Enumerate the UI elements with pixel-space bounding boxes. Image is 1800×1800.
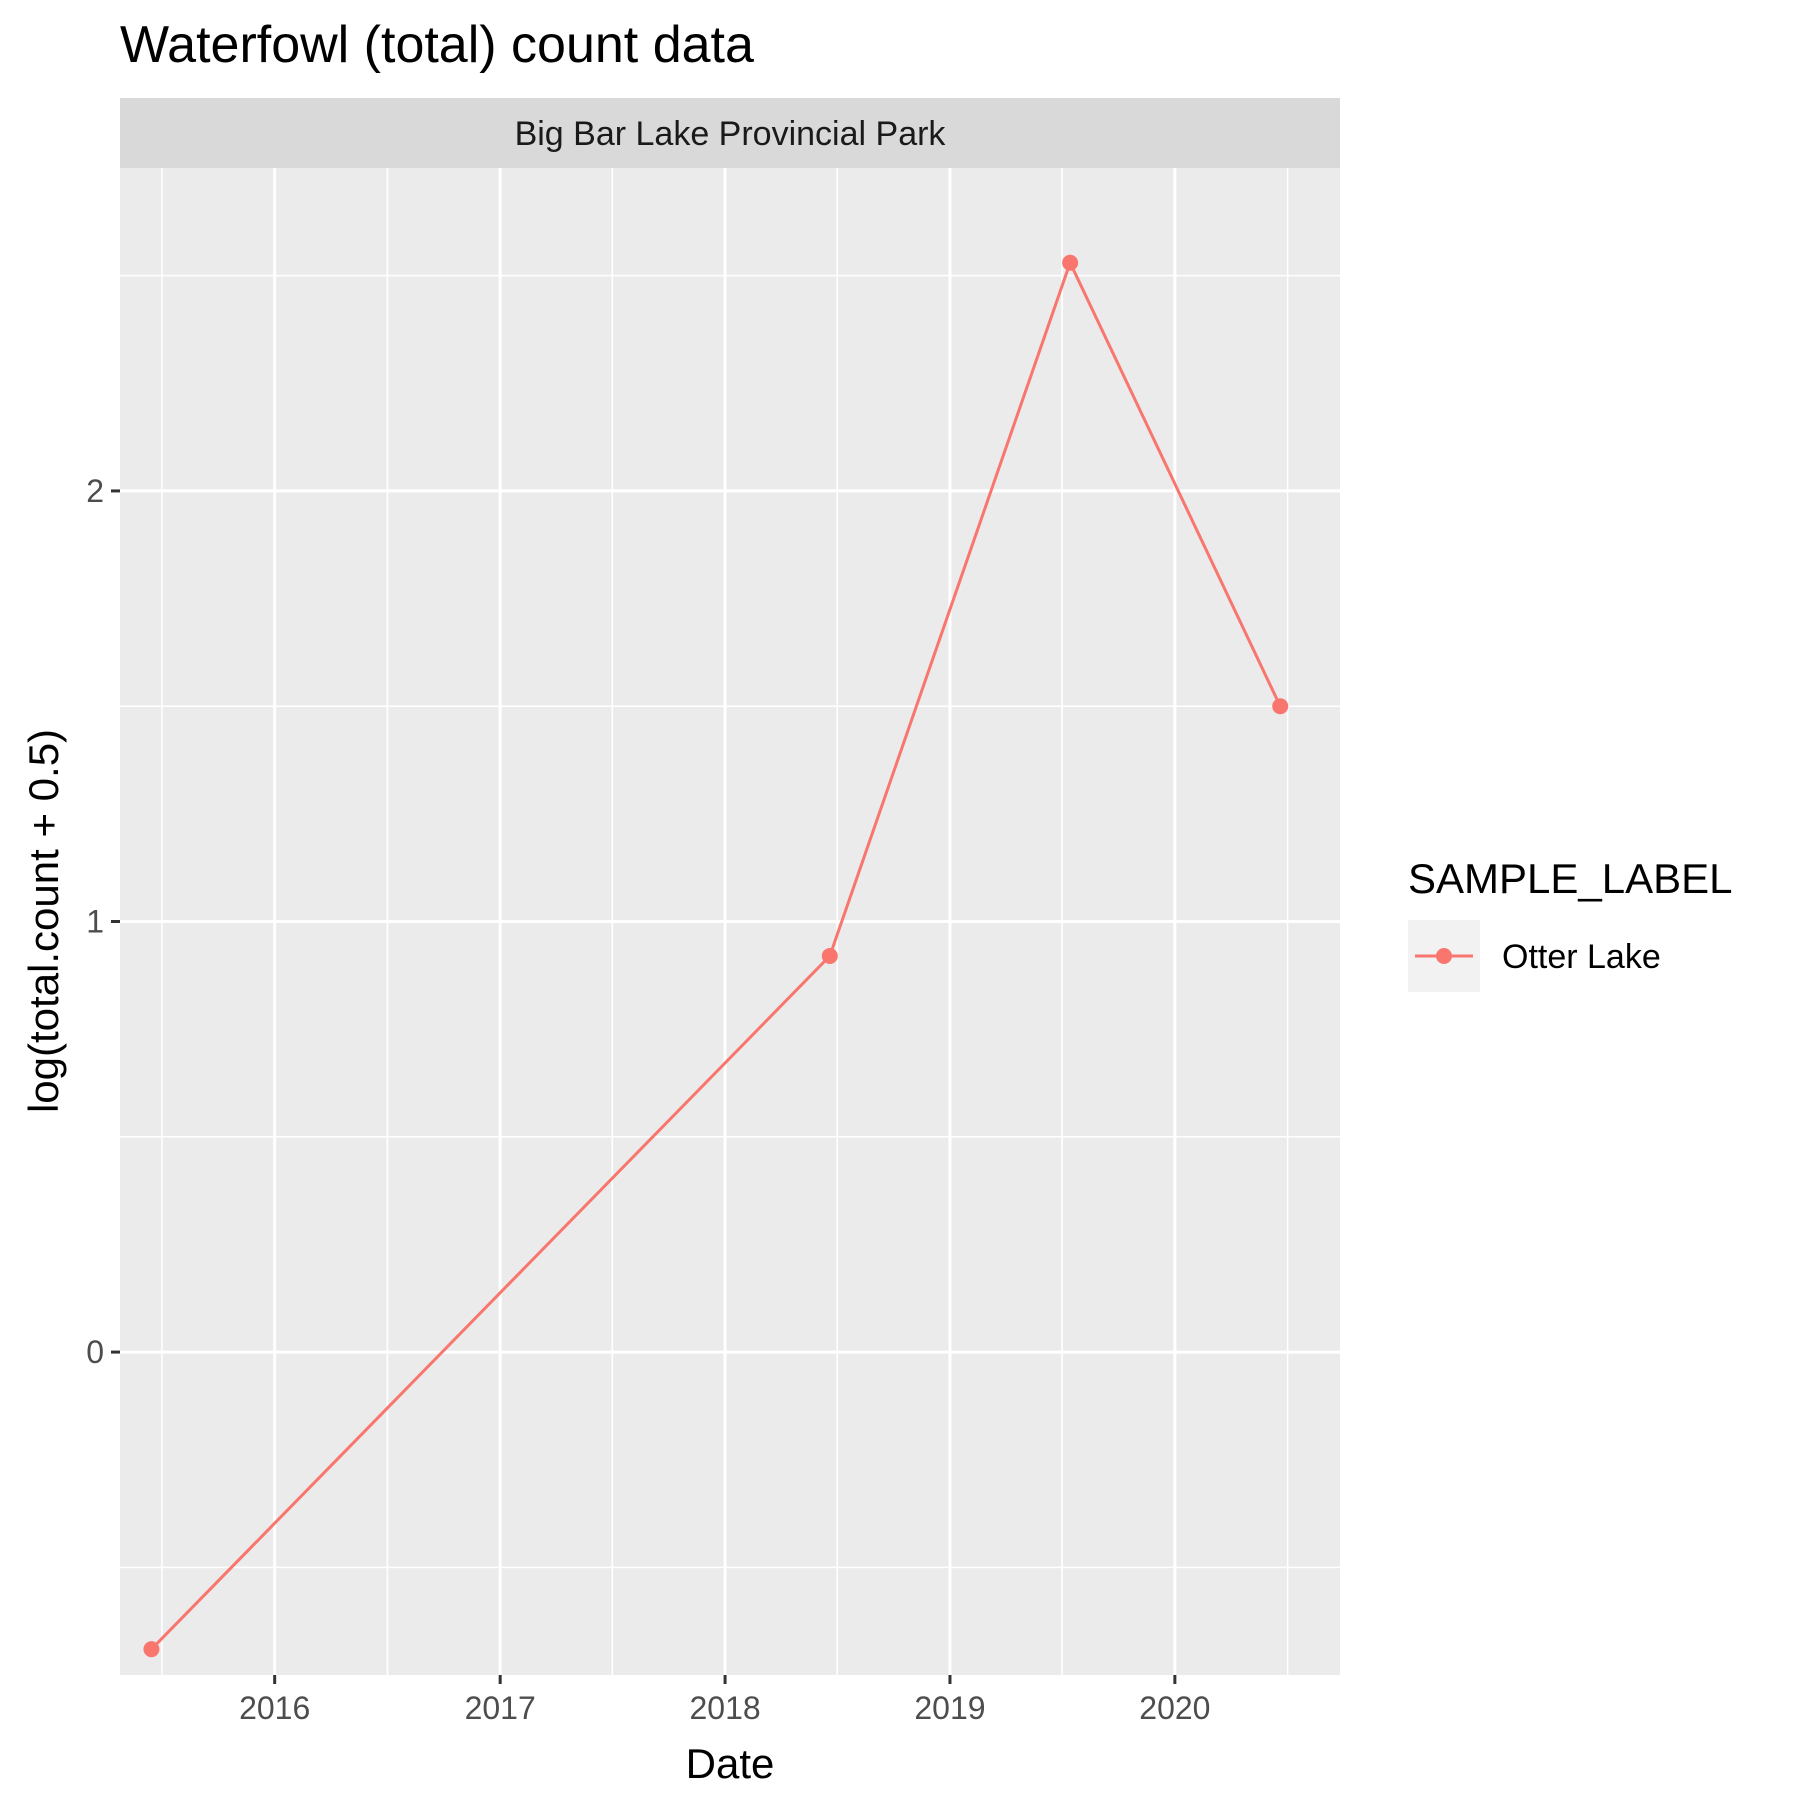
x-tick-label: 2019 [914, 1690, 985, 1726]
legend-title: SAMPLE_LABEL [1408, 855, 1733, 902]
data-point [1062, 254, 1079, 271]
x-tick-label: 2017 [465, 1690, 536, 1726]
x-axis-title: Date [686, 1740, 775, 1787]
facet-strip-label: Big Bar Lake Provincial Park [515, 115, 947, 153]
facet-strip [120, 98, 1340, 168]
y-tick-label: 1 [86, 904, 104, 940]
x-tick-label: 2018 [689, 1690, 760, 1726]
data-point [1272, 698, 1289, 715]
y-tick-label: 2 [86, 473, 104, 509]
x-tick-label: 2016 [239, 1690, 310, 1726]
x-axis: 2016 2017 2018 2019 2020 [239, 1675, 1210, 1726]
data-point [821, 947, 838, 964]
major-gridlines [120, 168, 1340, 1675]
series-layer [143, 254, 1289, 1658]
y-axis-title: log(total.count + 0.5) [20, 729, 67, 1113]
x-tick-label: 2020 [1139, 1690, 1210, 1726]
y-tick-label: 0 [86, 1334, 104, 1370]
chart-title: Waterfowl (total) count data [120, 16, 754, 74]
legend: SAMPLE_LABEL Otter Lake [1408, 855, 1733, 992]
legend-label-otter-lake: Otter Lake [1502, 938, 1661, 976]
series-line [150, 258, 1282, 1651]
data-point [143, 1641, 160, 1658]
y-axis: 0 1 2 [86, 473, 120, 1370]
legend-key-point [1436, 948, 1452, 964]
